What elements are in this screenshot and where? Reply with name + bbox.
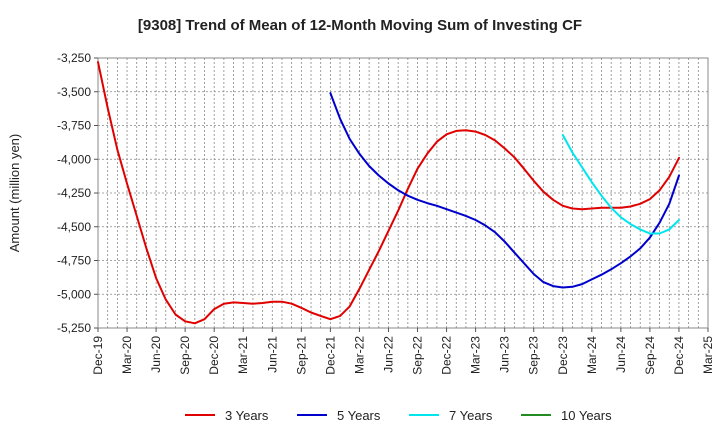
x-tick-label: Mar-21 xyxy=(236,336,250,374)
x-tick-label: Sep-23 xyxy=(527,336,541,375)
y-tick-label: -5,000 xyxy=(57,287,91,301)
x-tick-label: Mar-25 xyxy=(701,336,715,374)
x-tick-label: Sep-24 xyxy=(643,336,657,375)
y-tick-label: -3,750 xyxy=(57,119,91,133)
x-tick-label: Jun-21 xyxy=(265,336,279,373)
x-tick-label: Dec-19 xyxy=(91,336,105,375)
x-tick-label: Mar-23 xyxy=(469,336,483,374)
legend-label: 10 Years xyxy=(561,408,612,423)
y-axis-label: Amount (million yen) xyxy=(7,134,22,253)
x-tick-label: Jun-24 xyxy=(614,336,628,373)
x-tick-label: Dec-22 xyxy=(440,336,454,375)
legend-label: 5 Years xyxy=(337,408,381,423)
y-tick-label: -4,500 xyxy=(57,220,91,234)
y-tick-label: -4,000 xyxy=(57,152,91,166)
series-line-5-years xyxy=(329,92,680,289)
x-tick-label: Jun-22 xyxy=(381,336,395,373)
series-line-7-years xyxy=(561,134,680,235)
x-tick-label: Mar-24 xyxy=(585,336,599,374)
y-tick-label: -3,250 xyxy=(57,51,91,65)
series-line-3-years xyxy=(97,61,680,325)
y-tick-label: -3,500 xyxy=(57,85,91,99)
legend-label: 7 Years xyxy=(449,408,493,423)
x-tick-label: Jun-20 xyxy=(149,336,163,373)
chart-title: [9308] Trend of Mean of 12-Month Moving … xyxy=(138,17,582,34)
x-tick-label: Sep-20 xyxy=(178,336,192,375)
grid-lines xyxy=(98,58,708,328)
y-axis-ticks: -3,250 -3,500 -3,750 -4,000 -4,250 -4,500 -4,7… xyxy=(57,51,98,335)
x-tick-label: Dec-24 xyxy=(672,336,686,375)
x-tick-label: Mar-20 xyxy=(120,336,134,374)
x-tick-label: Sep-21 xyxy=(294,336,308,375)
y-tick-label: -4,750 xyxy=(57,254,91,268)
x-tick-label: Jun-23 xyxy=(498,336,512,373)
y-tick-label: -4,250 xyxy=(57,186,91,200)
x-tick-label: Dec-21 xyxy=(323,336,337,375)
x-tick-label: Sep-22 xyxy=(411,336,425,375)
y-tick-label: -5,250 xyxy=(57,321,91,335)
legend-label: 3 Years xyxy=(225,408,269,423)
x-tick-label: Dec-20 xyxy=(207,336,221,375)
legend: 3 Years 5 Years 7 Years 10 Years xyxy=(185,408,612,423)
series-lines xyxy=(97,61,680,325)
x-tick-label: Dec-23 xyxy=(556,336,570,375)
x-tick-label: Mar-22 xyxy=(352,336,366,374)
x-axis-ticks: Dec-19 Mar-20 Jun-20 Sep-20 Dec-20 Mar-21 Jun-… xyxy=(91,328,715,375)
